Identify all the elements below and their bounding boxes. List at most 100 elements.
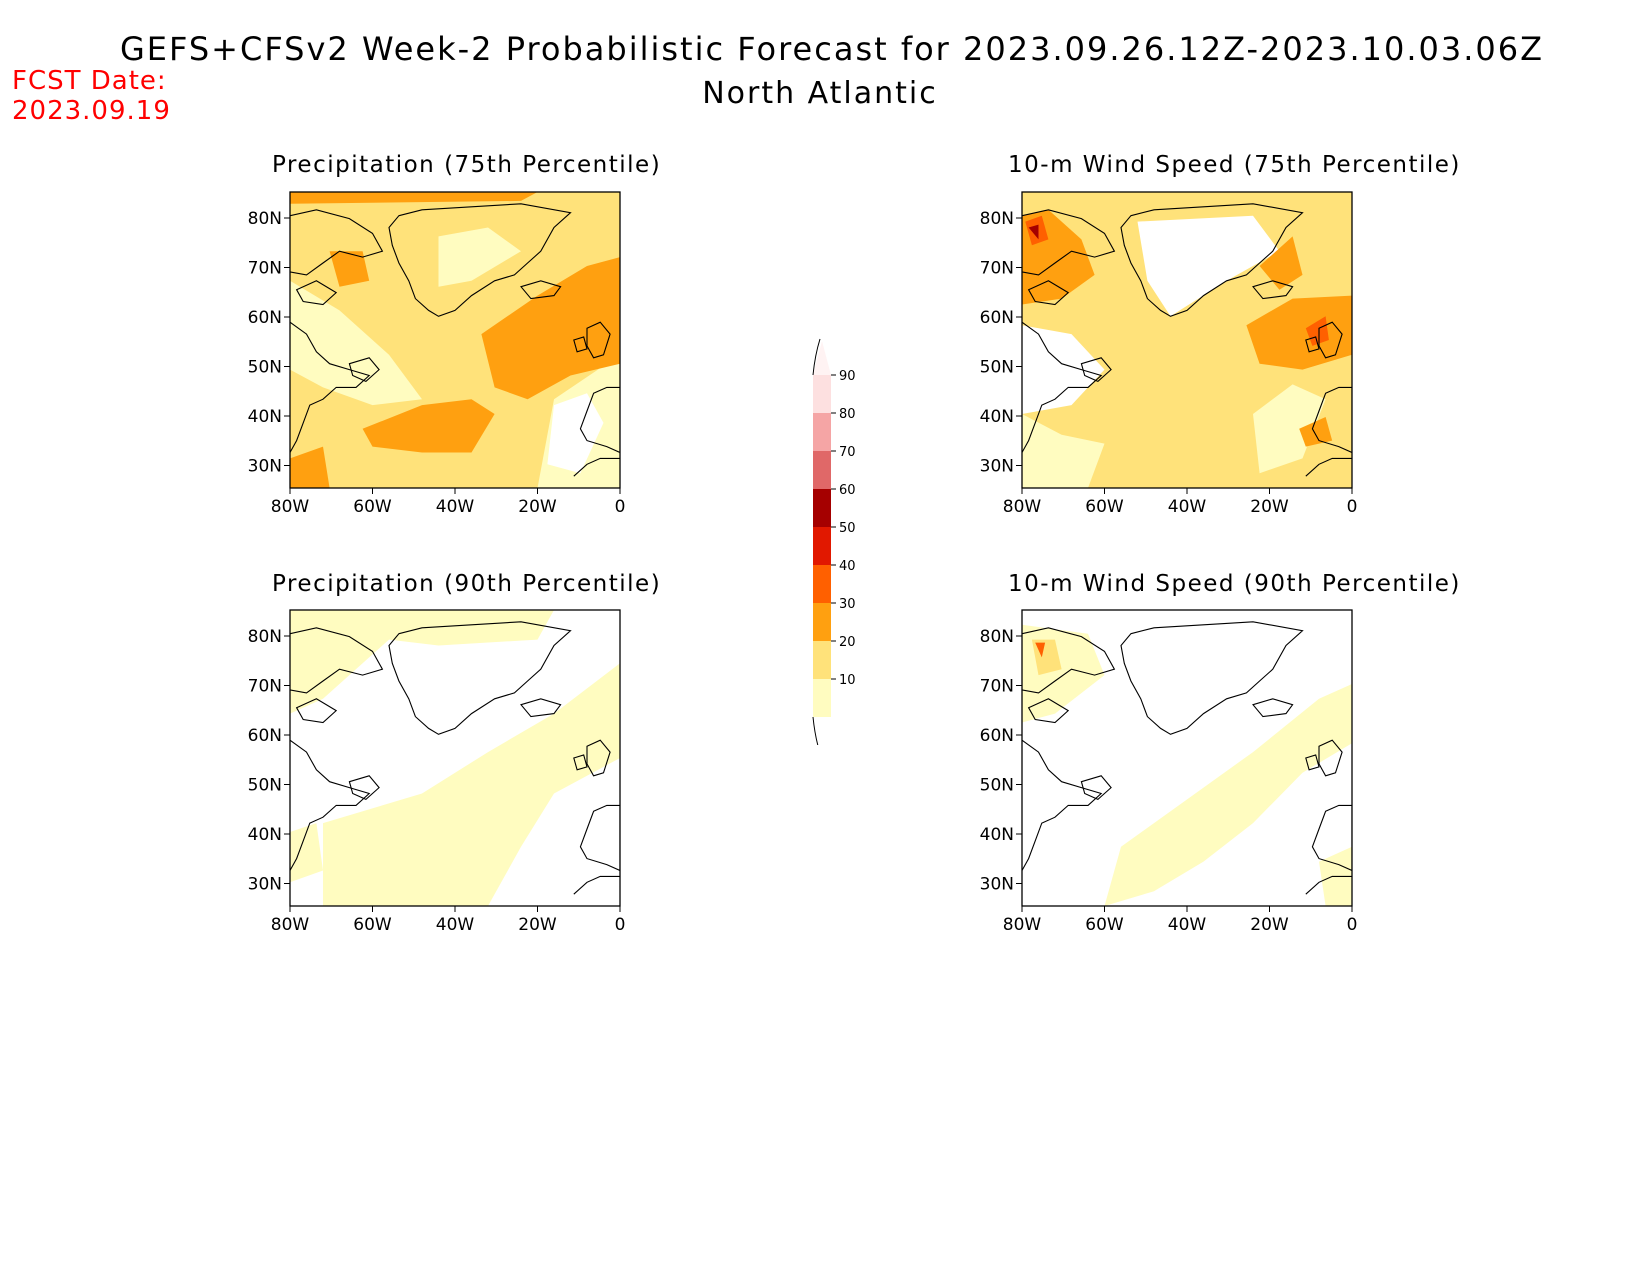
panel-title-precip75: Precipitation (75th Percentile) — [272, 152, 662, 178]
colorbar-top-cap — [813, 341, 831, 375]
lat-label: 30N — [248, 875, 282, 895]
prob-area-10 — [290, 823, 323, 883]
lon-label: 80W — [271, 497, 310, 517]
prob-area-30 — [362, 399, 495, 453]
colorbar-label: 90 — [839, 369, 856, 384]
panel-title-precip90: Precipitation (90th Percentile) — [272, 571, 662, 597]
coastline — [1080, 357, 1112, 383]
coastline — [573, 336, 588, 353]
colorbar-label: 10 — [839, 673, 856, 688]
map-frame — [289, 609, 621, 907]
lon-label: 0 — [1347, 497, 1358, 517]
coastline — [388, 203, 572, 317]
fcst-date-value: 2023.09.19 — [12, 96, 171, 126]
lon-label: 80W — [1003, 497, 1042, 517]
colorbar-label: 60 — [839, 483, 856, 498]
lat-label: 70N — [980, 259, 1014, 279]
prob-area-30 — [1259, 236, 1303, 290]
map-fill-layer — [290, 610, 620, 906]
coastline — [1027, 280, 1070, 306]
coastline — [573, 754, 588, 771]
coastline — [290, 739, 371, 871]
lat-label: 40N — [248, 825, 282, 845]
colorbar-segment — [813, 413, 831, 451]
coastline — [1305, 875, 1352, 895]
colorbar: 90 80 70 60 50 40 30 20 10 — [812, 338, 856, 745]
coastline — [1311, 386, 1352, 454]
lon-label: 40W — [1168, 915, 1207, 935]
prob-area-10 — [290, 610, 554, 714]
coastline — [1252, 280, 1294, 300]
lat-label: 50N — [248, 358, 282, 378]
coastline — [348, 775, 380, 801]
colorbar-label: 50 — [839, 521, 856, 536]
lon-label: 60W — [1085, 497, 1124, 517]
map-fill-layer — [1022, 610, 1352, 906]
map-precip75: 80N 70N 60N 50N 40N 30N 80W 60W 40W 20W 0 — [248, 191, 625, 517]
coastline — [348, 357, 380, 383]
coastline — [1022, 209, 1116, 276]
colorbar-segment — [813, 375, 831, 413]
prob-area-none — [547, 393, 604, 474]
coastline — [295, 698, 338, 724]
panel-title-wind90: 10-m Wind Speed (90th Percentile) — [1008, 571, 1461, 597]
prob-area-10 — [1022, 414, 1105, 488]
coastline — [1305, 457, 1352, 477]
colorbar-segment — [813, 451, 831, 489]
lat-label: 70N — [980, 677, 1014, 697]
coastline — [520, 698, 562, 718]
colorbar-segment — [813, 565, 831, 603]
map-frame — [1021, 609, 1353, 907]
colorbar-segment — [813, 641, 831, 679]
lat-label: 40N — [980, 825, 1014, 845]
map-fill-layer — [1022, 192, 1352, 488]
prob-area-30 — [290, 446, 330, 488]
coastline — [1305, 754, 1320, 771]
lat-label: 40N — [248, 407, 282, 427]
coastline — [579, 804, 620, 872]
lat-label: 50N — [980, 776, 1014, 796]
lat-label: 30N — [980, 457, 1014, 477]
lat-label: 60N — [980, 726, 1014, 746]
lat-label: 80N — [248, 627, 282, 647]
lat-label: 60N — [980, 308, 1014, 328]
map-wind75: 80N 70N 60N 50N 40N 30N 80W 60W 40W 20W 0 — [980, 191, 1358, 517]
lat-label: 40N — [980, 407, 1014, 427]
coastline — [388, 621, 572, 735]
lon-label: 20W — [518, 915, 557, 935]
prob-area-10 — [323, 663, 620, 906]
lon-label: 20W — [1250, 915, 1289, 935]
lat-label: 60N — [248, 308, 282, 328]
map-precip90: 80N 70N 60N 50N 40N 30N 80W 60W 40W 20W 0 — [248, 609, 625, 935]
coastline — [1305, 336, 1320, 353]
prob-area-30 — [290, 192, 538, 204]
colorbar-segment — [813, 489, 831, 527]
subtitle: North Atlantic — [702, 76, 938, 111]
coastline — [586, 739, 611, 777]
prob-area-60 — [1028, 224, 1039, 240]
colorbar-cap-edge — [812, 338, 821, 376]
coastline — [1022, 321, 1103, 453]
coastline — [290, 321, 371, 453]
colorbar-segment — [813, 527, 831, 565]
coastline — [1318, 321, 1343, 359]
coastline — [579, 386, 620, 454]
coastline — [1022, 739, 1103, 871]
map-fill-layer — [290, 192, 620, 488]
lat-label: 80N — [980, 209, 1014, 229]
prob-area-30 — [481, 257, 620, 400]
lon-label: 60W — [1085, 915, 1124, 935]
prob-area-10 — [290, 280, 422, 406]
lat-label: 80N — [980, 627, 1014, 647]
fcst-date-label: FCST Date: — [12, 66, 167, 96]
prob-area-30 — [329, 251, 370, 287]
lat-label: 80N — [248, 209, 282, 229]
coastline — [1318, 739, 1343, 777]
coastline — [573, 457, 620, 477]
lon-label: 0 — [1347, 915, 1358, 935]
lat-label: 30N — [248, 457, 282, 477]
coastline — [1080, 775, 1112, 801]
lat-label: 70N — [248, 677, 282, 697]
coastline — [586, 321, 611, 359]
prob-area-10 — [1104, 684, 1352, 906]
